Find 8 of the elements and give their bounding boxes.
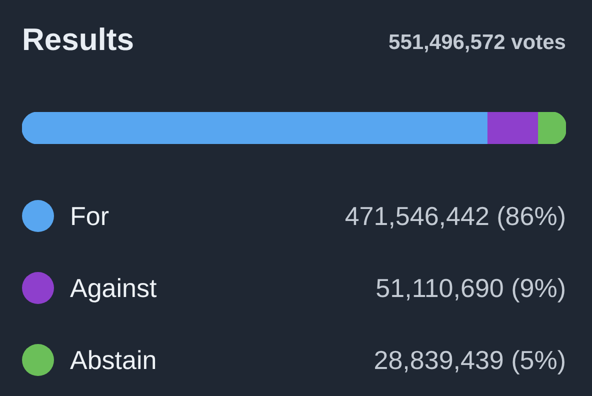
- legend-label: For: [70, 200, 109, 232]
- text: 51,110,690 (9%): [376, 272, 566, 304]
- text: 28,839,439 (5%): [374, 344, 566, 376]
- chart-title: Results: [22, 22, 134, 58]
- legend-label: Against: [70, 272, 157, 304]
- legend-label: Abstain: [70, 344, 157, 376]
- chart-subtitle: 551,496,572 votes: [388, 31, 566, 55]
- text: 471,546,442 (86%): [344, 200, 566, 232]
